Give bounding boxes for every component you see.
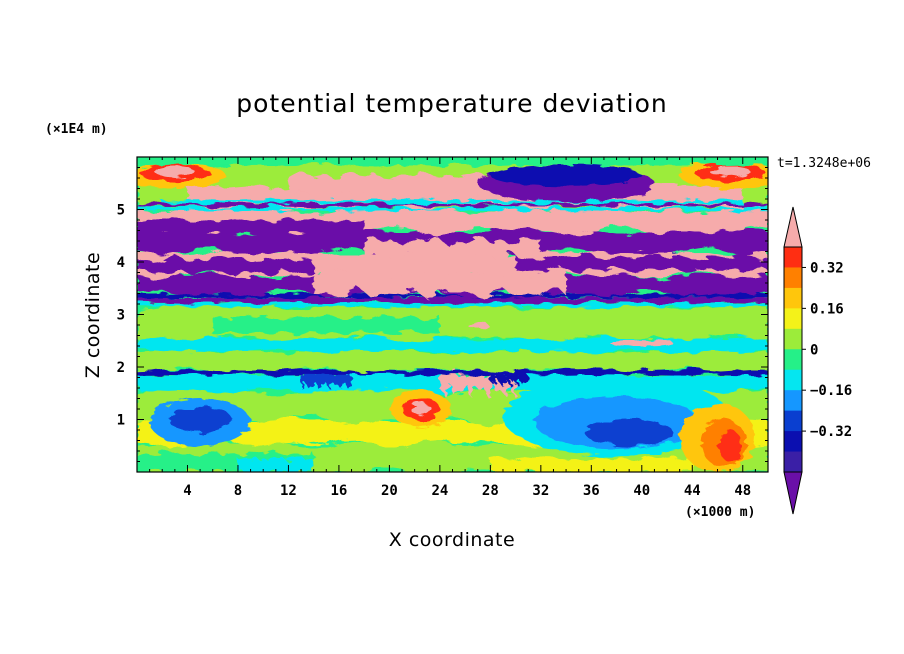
y-axis-unit: (×1E4 m) bbox=[45, 122, 108, 137]
x-tick-label: 32 bbox=[532, 483, 549, 499]
field-band-mid-low bbox=[137, 348, 768, 373]
field-band-very-top bbox=[137, 157, 768, 166]
x-tick-label: 24 bbox=[431, 483, 448, 499]
colorbar-swatch bbox=[784, 287, 802, 309]
field-streak-mid bbox=[610, 340, 674, 347]
colorbar-tick-label: 0 bbox=[810, 342, 818, 358]
x-axis-unit: (×1000 m) bbox=[685, 505, 755, 520]
y-axis: 1 2 3 4 5 bbox=[117, 167, 768, 462]
colorbar-extend-top bbox=[783, 206, 803, 248]
x-tick-label: 40 bbox=[633, 483, 650, 499]
x-tick-label: 20 bbox=[381, 483, 398, 499]
x-axis: 4 8 12 16 20 24 28 32 36 40 44 48 bbox=[149, 157, 756, 499]
time-label: t=1.3248e+06 bbox=[777, 156, 871, 171]
field-band-purple-3 bbox=[137, 297, 768, 304]
colorbar-tick-label: 0.32 bbox=[810, 260, 844, 276]
colorbar-swatch bbox=[784, 308, 802, 330]
field-band-inversion bbox=[137, 369, 768, 376]
y-tick-label: 5 bbox=[117, 203, 125, 219]
field-vortex-right-core bbox=[585, 419, 674, 446]
colorbar-swatch bbox=[784, 247, 802, 268]
field-line-purple-5 bbox=[137, 202, 768, 207]
y-tick-label: 3 bbox=[117, 308, 125, 324]
y-tick-label: 4 bbox=[117, 255, 125, 271]
field-core-pink-upper bbox=[288, 171, 491, 198]
field-patch-purple-40 bbox=[137, 256, 314, 276]
x-tick-label: 28 bbox=[482, 483, 499, 499]
colorbar-tick-label: −0.16 bbox=[810, 383, 852, 399]
x-tick-label: 12 bbox=[280, 483, 297, 499]
field-top-right-center bbox=[709, 166, 751, 177]
field-top-left-center bbox=[154, 166, 196, 177]
x-tick-label: 48 bbox=[734, 483, 751, 499]
field-warm-right-core bbox=[718, 430, 742, 462]
x-tick-label: 4 bbox=[183, 483, 191, 499]
x-tick-label: 16 bbox=[330, 483, 347, 499]
field-band-mid-cyan bbox=[137, 336, 768, 354]
field-top-purple-core bbox=[490, 164, 642, 186]
field-patch-mid-green bbox=[212, 314, 440, 336]
colorbar-extend-bottom bbox=[783, 471, 803, 515]
colorbar-swatch bbox=[784, 410, 802, 432]
y-tick-label: 2 bbox=[117, 360, 125, 376]
x-tick-label: 36 bbox=[583, 483, 600, 499]
field-vortex-left-core bbox=[168, 406, 232, 433]
chart-title: potential temperature deviation bbox=[236, 89, 667, 118]
colorbar-tick-label: −0.32 bbox=[810, 424, 852, 440]
colorbar-frame bbox=[783, 246, 803, 473]
field-patch-purple-40r bbox=[515, 253, 768, 274]
colorbar-swatch bbox=[784, 431, 802, 453]
colorbar-swatch bbox=[784, 451, 802, 473]
colorbar-swatch bbox=[784, 267, 802, 289]
field-patch-purple-48 bbox=[137, 217, 365, 236]
x-axis-label: X coordinate bbox=[389, 529, 515, 551]
field-patch-cyan-left bbox=[238, 456, 314, 472]
field-band-cyan-3 bbox=[137, 302, 768, 308]
field-eddy-center bbox=[410, 402, 432, 416]
plot-area bbox=[137, 157, 768, 472]
colorbar-swatch bbox=[784, 390, 802, 412]
field-speck-mid bbox=[467, 321, 488, 329]
contour-field bbox=[137, 157, 768, 472]
colorbar-swatch bbox=[784, 349, 802, 371]
x-tick-label: 44 bbox=[684, 483, 701, 499]
colorbar-swatch bbox=[784, 369, 802, 391]
y-tick-label: 1 bbox=[117, 413, 125, 429]
y-axis-label: Z coordinate bbox=[82, 252, 104, 378]
colorbar: 0.32 0.16 0 −0.16 −0.32 bbox=[783, 206, 852, 515]
field-patch-pink-45 bbox=[364, 236, 541, 262]
x-tick-label: 8 bbox=[234, 483, 242, 499]
colorbar-tick-label: 0.16 bbox=[810, 301, 844, 317]
colorbar-swatch bbox=[784, 328, 802, 350]
